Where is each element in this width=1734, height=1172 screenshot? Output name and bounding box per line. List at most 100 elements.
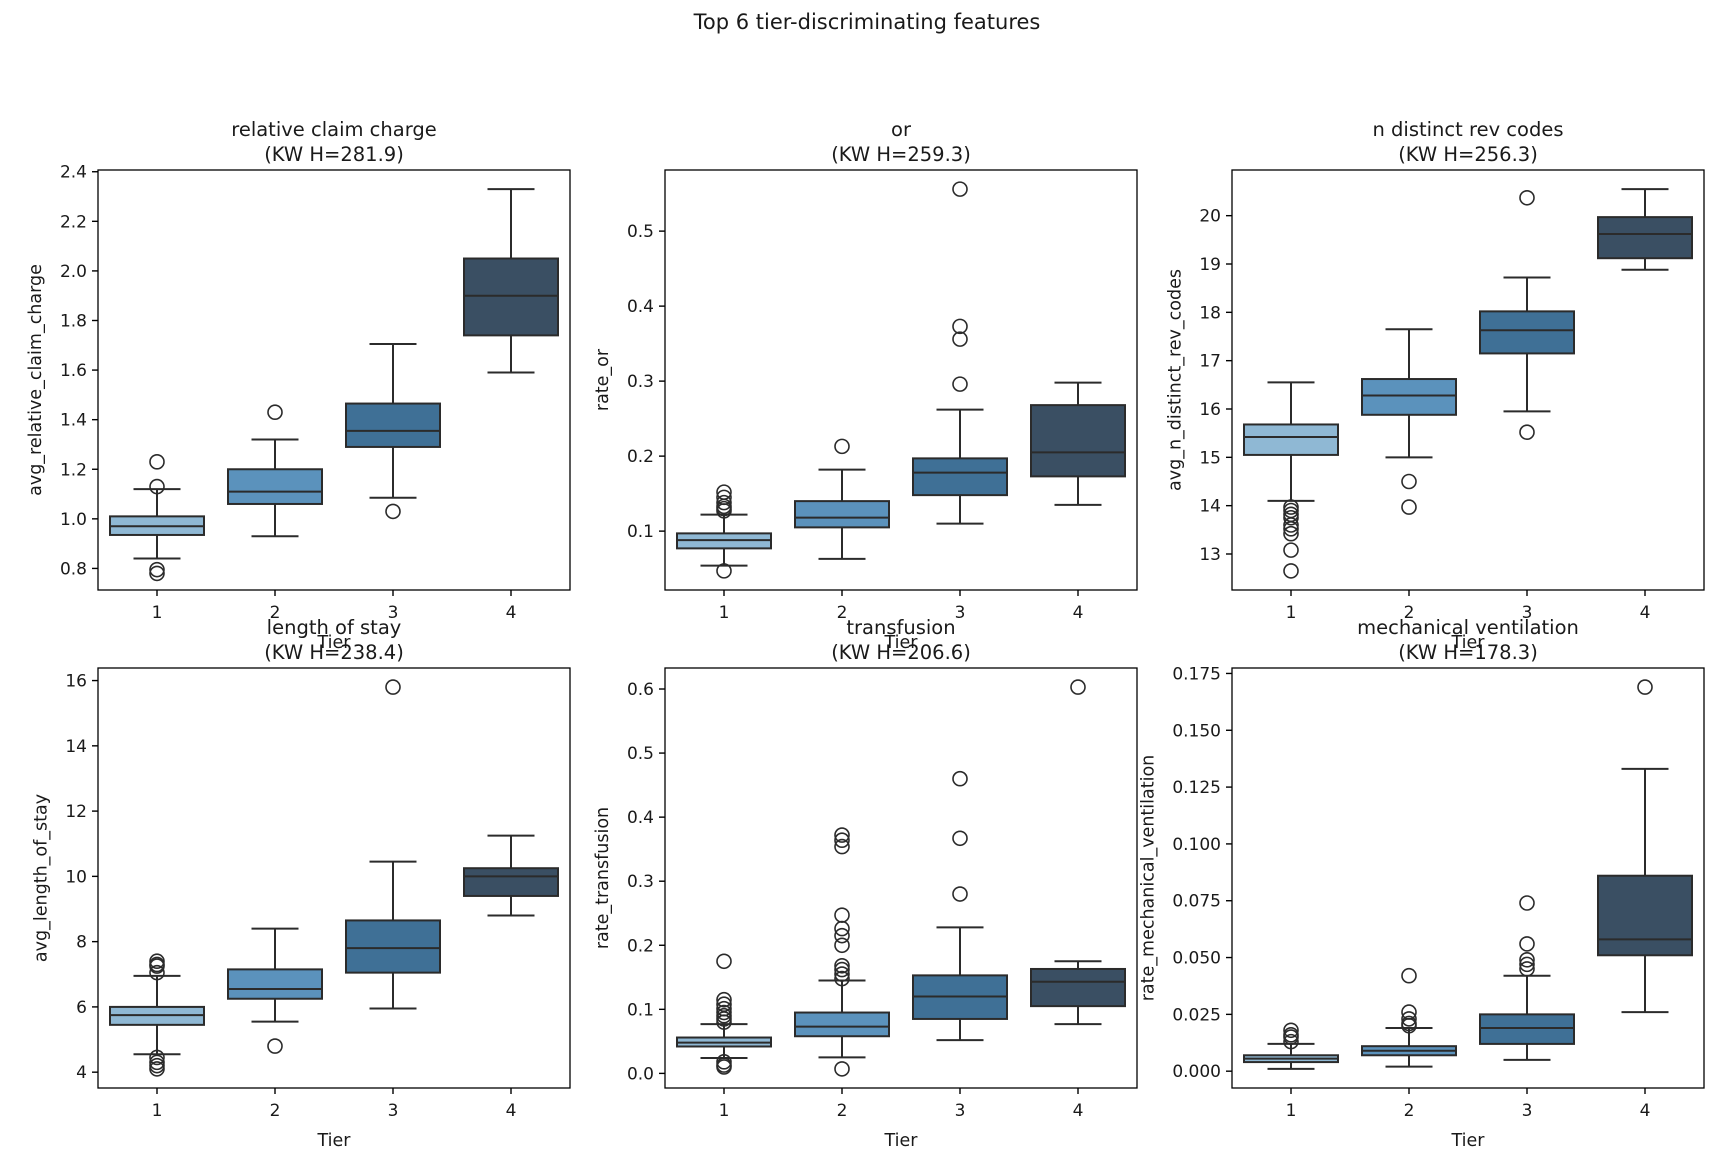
outlier-point (716, 991, 732, 1008)
x-axis-label: Tier (317, 1131, 352, 1151)
boxplot-tier-3 (345, 343, 441, 520)
x-axis-label: Tier (1451, 1131, 1486, 1151)
outlier-point (385, 679, 401, 695)
outlier-point (1401, 967, 1417, 984)
y-tick-label: 1.4 (60, 411, 87, 431)
subplot-title: mechanical ventilation (1357, 616, 1579, 639)
outlier-point (385, 503, 401, 520)
boxplot-tier-1 (1243, 381, 1339, 579)
x-tick-label: 3 (388, 1101, 399, 1121)
outlier-point (1401, 473, 1417, 490)
iqr-box (794, 1011, 890, 1038)
y-tick-label: 1.0 (60, 510, 87, 530)
y-tick-label: 0.175 (1172, 664, 1221, 684)
y-tick-label: 14 (1199, 497, 1221, 517)
y-tick-label: 0.4 (627, 297, 654, 317)
y-tick-label: 0.1 (627, 1000, 654, 1020)
iqr-box (912, 457, 1008, 497)
y-axis-label: rate_mechanical_ventilation (1138, 755, 1158, 1002)
outlier-point (834, 957, 850, 974)
outlier-point (267, 404, 283, 421)
boxplot-tier-4 (1597, 679, 1693, 1014)
outlier-point (834, 838, 850, 855)
y-tick-label: 4 (76, 1063, 87, 1083)
boxplot-tier-2 (227, 927, 323, 1054)
y-tick-label: 1.6 (60, 361, 87, 381)
outlier-point (834, 438, 850, 455)
outlier-point (149, 964, 165, 981)
x-tick-label: 4 (1073, 1101, 1084, 1121)
y-tick-label: 0.125 (1172, 778, 1221, 798)
iqr-box (463, 867, 559, 897)
outlier-point (952, 886, 968, 902)
outlier-point (834, 970, 850, 987)
boxplot-tier-4 (1030, 381, 1126, 506)
y-tick-label: 1.2 (60, 460, 87, 480)
iqr-box (1597, 216, 1693, 260)
outlier-point (1283, 521, 1299, 537)
y-axis-label: avg_n_distinct_rev_codes (1165, 269, 1185, 491)
x-tick-label: 1 (152, 603, 163, 623)
boxplot-tier-1 (1243, 1022, 1339, 1070)
iqr-box (1243, 423, 1339, 456)
outlier-point (1401, 1011, 1417, 1027)
boxplot-tier-4 (463, 834, 559, 917)
outlier-point (834, 827, 850, 843)
subplot-subtitle: (KW H=256.3) (1398, 143, 1538, 166)
boxplot-tier-3 (1479, 189, 1575, 440)
subplot-title: n distinct rev codes (1372, 118, 1563, 141)
outlier-point (834, 966, 850, 982)
y-axis-label: avg_length_of_stay (31, 794, 51, 962)
outlier-point (1401, 499, 1417, 515)
y-tick-label: 0.4 (627, 808, 654, 828)
outlier-point (1519, 936, 1535, 952)
x-tick-label: 4 (1640, 1101, 1651, 1121)
outlier-point (1283, 509, 1299, 526)
outlier-point (952, 331, 968, 347)
x-tick-label: 2 (270, 1101, 281, 1121)
iqr-box (1479, 1013, 1575, 1045)
subplot-mechanical-ventilation: 0.000 0.025 0.050 0.075 0.100 0.125 0.150 0.175… (1138, 616, 1705, 1151)
x-tick-label: 2 (1404, 603, 1415, 623)
outlier-point (1401, 1017, 1417, 1034)
y-tick-label: 17 (1199, 352, 1221, 372)
x-tick-label: 3 (1522, 1101, 1533, 1121)
outlier-point (149, 1061, 165, 1077)
subplot-or: 0.1 0.2 0.3 0.4 0.5 1 2 3 4 Tier rate_or or(KW H=25… (593, 118, 1138, 653)
boxplot-tier-4 (1030, 679, 1126, 1026)
boxplot-tier-1 (676, 484, 772, 579)
outlier-point (834, 920, 850, 937)
subplot-subtitle: (KW H=238.4) (264, 641, 404, 664)
boxplot-tier-1 (109, 953, 205, 1077)
x-axis-label: Tier (884, 1131, 919, 1151)
y-tick-label: 0.3 (627, 372, 654, 392)
y-tick-label: 0.6 (627, 680, 654, 700)
outlier-point (149, 454, 165, 470)
outlier-point (149, 565, 165, 582)
x-axis-label: Tier (317, 633, 352, 653)
outlier-point (834, 1061, 850, 1077)
outlier-point (716, 503, 732, 519)
iqr-box (463, 257, 559, 337)
boxplot-tier-2 (794, 438, 890, 560)
x-tick-label: 3 (955, 1101, 966, 1121)
outlier-point (1283, 525, 1299, 542)
x-tick-label: 1 (719, 1101, 730, 1121)
y-tick-label: 8 (76, 933, 87, 953)
y-tick-label: 6 (76, 998, 87, 1018)
outlier-point (952, 830, 968, 847)
x-tick-label: 2 (837, 603, 848, 623)
outlier-point (1519, 189, 1535, 206)
outlier-point (1519, 956, 1535, 973)
outlier-point (716, 563, 732, 579)
outlier-point (716, 1059, 732, 1075)
boxplot-tier-3 (1479, 895, 1575, 1061)
y-tick-label: 2.0 (60, 262, 87, 282)
axes-frame (664, 169, 1138, 591)
outlier-point (952, 376, 968, 392)
x-tick-label: 3 (1522, 603, 1533, 623)
y-tick-label: 15 (1199, 448, 1221, 468)
outlier-point (834, 961, 850, 978)
outlier-point (952, 181, 968, 197)
